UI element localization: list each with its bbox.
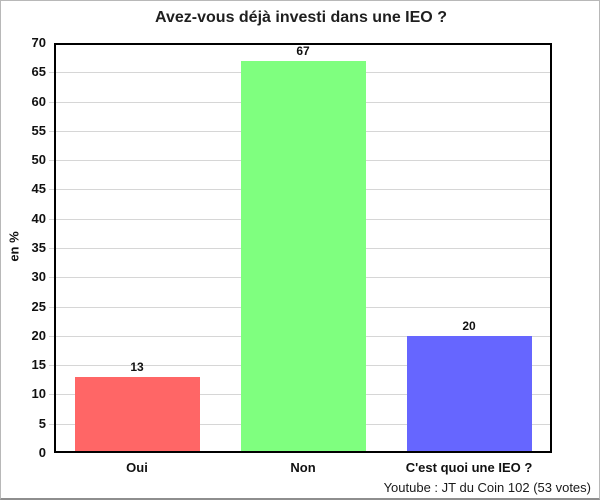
y-tick-mark: [49, 189, 54, 191]
y-tick-mark: [49, 277, 54, 279]
y-tick-label: 65: [31, 64, 46, 80]
y-tick-mark: [49, 101, 54, 103]
x-axis-label: Oui: [126, 460, 148, 475]
y-tick-label: 25: [31, 298, 46, 314]
y-tick-label: 0: [38, 445, 46, 460]
bar-value-label: 67: [296, 43, 310, 58]
x-axis-label: Non: [290, 460, 316, 475]
bar-oui: [74, 376, 200, 453]
plot-area: 13 67 20: [54, 43, 552, 453]
y-tick-mark: [49, 72, 54, 74]
y-tick-label: 40: [31, 210, 46, 226]
y-tick-label: 35: [31, 240, 46, 255]
y-tick-mark: [49, 218, 54, 220]
y-tick-mark: [49, 423, 54, 425]
y-tick-label: 55: [31, 122, 46, 138]
y-tick-mark: [49, 365, 54, 367]
y-tick-mark: [49, 248, 54, 249]
x-axis-label: C'est quoi une IEO ?: [405, 460, 533, 475]
bar-value-label: 13: [130, 359, 144, 374]
source-caption: Youtube : JT du Coin 102 (53 votes): [383, 480, 591, 495]
y-tick-label: 5: [38, 415, 46, 431]
y-tick-label: 15: [31, 357, 46, 373]
bar-non: [240, 60, 366, 453]
y-tick-mark: [49, 160, 54, 162]
chart-title: Avez-vous déjà investi dans une IEO ?: [155, 9, 447, 26]
y-tick-label: 60: [31, 93, 46, 109]
y-tick-mark: [49, 306, 54, 308]
y-tick-mark: [49, 130, 54, 132]
y-tick-label: 70: [31, 35, 46, 50]
y-tick-label: 10: [31, 386, 46, 402]
y-tick-mark: [49, 335, 54, 337]
y-tick-label: 50: [31, 152, 46, 168]
y-tick-mark: [49, 394, 54, 396]
bar-value-label: 20: [462, 318, 476, 333]
y-tick-label: 45: [31, 181, 46, 197]
y-tick-label: 30: [31, 269, 46, 285]
bar-c-est-quoi-une-ieo: [406, 335, 532, 453]
y-tick-label: 20: [31, 327, 46, 343]
